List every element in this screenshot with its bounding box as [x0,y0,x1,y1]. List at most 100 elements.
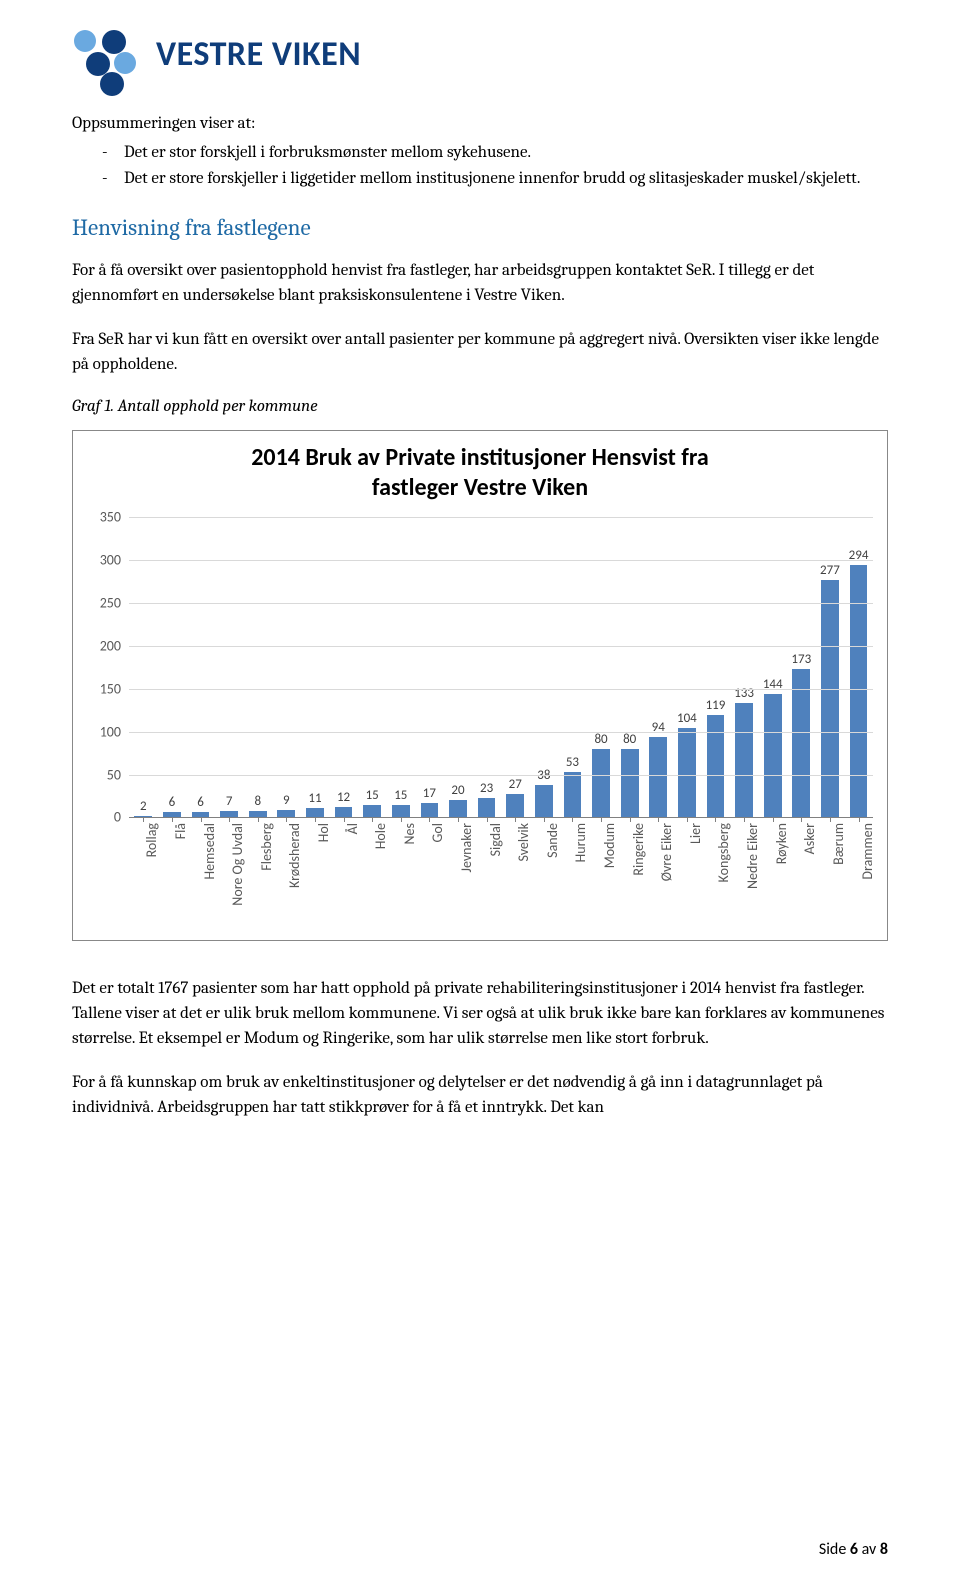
intro-bullet: Det er stor forskjell i forbruksmønster … [102,141,888,166]
section-p1: For å få oversikt over pasientopphold he… [72,259,888,308]
chart-bar-slot: 6 [186,517,215,817]
chart-bar [535,785,553,818]
chart-bar-value-label: 7 [226,794,233,809]
chart-x-label-slot: Krødsherad [272,817,301,932]
chart-x-label-slot: Hemsedal [186,817,215,932]
chart-bar-slot: 6 [158,517,187,817]
chart-x-tick [715,817,716,822]
chart-x-label-slot: Hurum [558,817,587,932]
bar-chart: 2014 Bruk av Private institusjoner Hensv… [72,430,888,941]
chart-x-tick [773,817,774,822]
chart-bar-slot: 53 [558,517,587,817]
chart-x-tick [201,817,202,822]
chart-x-label-slot: Gol [415,817,444,932]
chart-x-tick [487,817,488,822]
chart-bar-value-label: 20 [451,783,464,798]
chart-bar-slot: 133 [730,517,759,817]
intro-lead: Oppsummeringen viser at: [72,112,888,137]
chart-bar [478,798,496,818]
chart-x-label-slot: Øvre Eiker [644,817,673,932]
brand-logo-dots [72,24,142,84]
chart-bar-slot: 277 [816,517,845,817]
chart-bar [621,749,639,818]
chart-x-label-slot: Nedre Eiker [730,817,759,932]
section-heading: Henvisning fra fastlegene [72,214,888,241]
chart-x-tick [172,817,173,822]
chart-y-tick-label: 300 [100,552,129,569]
chart-bar-value-label: 23 [480,781,493,796]
chart-bar-slot: 23 [472,517,501,817]
chart-plot: 2667891112151517202327385380809410411913… [129,517,873,817]
chart-gridline [129,517,873,518]
chart-bar-slot: 11 [301,517,330,817]
chart-bar [649,737,667,818]
chart-x-tick [687,817,688,822]
chart-bar-slot: 80 [615,517,644,817]
chart-y-tick-label: 250 [100,595,129,612]
intro-bullet-list: Det er stor forskjell i forbruksmønster … [72,141,888,192]
chart-x-label-slot: Ringerike [615,817,644,932]
chart-bar-value-label: 277 [820,563,840,578]
chart-x-label-slot: Bærum [816,817,845,932]
footer-sep: av [858,1540,880,1559]
after-chart-p1: Det er totalt 1767 pasienter som har hat… [72,977,888,1051]
logo-dot [114,52,136,74]
chart-x-tick [315,817,316,822]
chart-title: 2014 Bruk av Private institusjoner Hensv… [87,443,873,503]
chart-bars-row: 2667891112151517202327385380809410411913… [129,517,873,817]
chart-title-line2: fastleger Vestre Viken [372,473,588,502]
chart-y-tick-label: 100 [100,723,129,740]
chart-x-label-slot: Flesberg [243,817,272,932]
chart-bar [564,772,582,817]
chart-gridline [129,732,873,733]
chart-x-tick [401,817,402,822]
chart-x-label-slot: Modum [587,817,616,932]
chart-bar-slot: 104 [673,517,702,817]
chart-bar-value-label: 27 [509,777,522,792]
chart-bar-slot: 144 [758,517,787,817]
logo-dot [100,72,124,96]
chart-bar [306,808,324,817]
chart-gridline [129,689,873,690]
chart-x-tick [344,817,345,822]
chart-x-tick [143,817,144,822]
chart-bar-value-label: 173 [791,652,811,667]
chart-bar-slot: 17 [415,517,444,817]
chart-bar [678,728,696,817]
chart-bar-slot: 38 [530,517,559,817]
chart-bar-slot: 119 [701,517,730,817]
chart-x-tick [429,817,430,822]
chart-bar [392,805,410,818]
chart-x-label-slot: Hole [358,817,387,932]
chart-x-tick [658,817,659,822]
chart-x-label-slot: Rollag [129,817,158,932]
chart-bar-value-label: 6 [169,795,176,810]
logo-dot [102,30,126,54]
chart-bar-value-label: 53 [566,755,579,770]
chart-caption: Graf 1. Antall opphold per kommune [72,397,888,416]
chart-bar-slot: 8 [243,517,272,817]
chart-gridline [129,775,873,776]
chart-bar [792,669,810,817]
chart-x-tick [286,817,287,822]
intro-bullet: Det er store forskjeller i liggetider me… [102,167,888,192]
chart-y-tick-label: 200 [100,638,129,655]
chart-bar-slot: 15 [386,517,415,817]
chart-x-label-slot: Sigdal [472,817,501,932]
chart-bar-slot: 94 [644,517,673,817]
chart-bar [592,749,610,818]
chart-x-labels: RollagFlåHemsedalNore Og UvdalFlesbergKr… [129,817,873,932]
chart-bar-value-label: 6 [197,795,204,810]
chart-bar [449,800,467,817]
chart-bar [506,794,524,817]
document-page: VESTRE VIKEN Oppsummeringen viser at: De… [0,0,960,1585]
chart-bar-slot: 2 [129,517,158,817]
chart-bar-slot: 294 [844,517,873,817]
chart-x-tick [601,817,602,822]
footer-total: 8 [880,1540,888,1559]
chart-x-label-slot: Flå [158,817,187,932]
chart-x-tick [830,817,831,822]
chart-bar-value-label: 80 [594,732,607,747]
after-chart-p2: For å få kunnskap om bruk av enkeltinsti… [72,1071,888,1120]
chart-x-tick [572,817,573,822]
